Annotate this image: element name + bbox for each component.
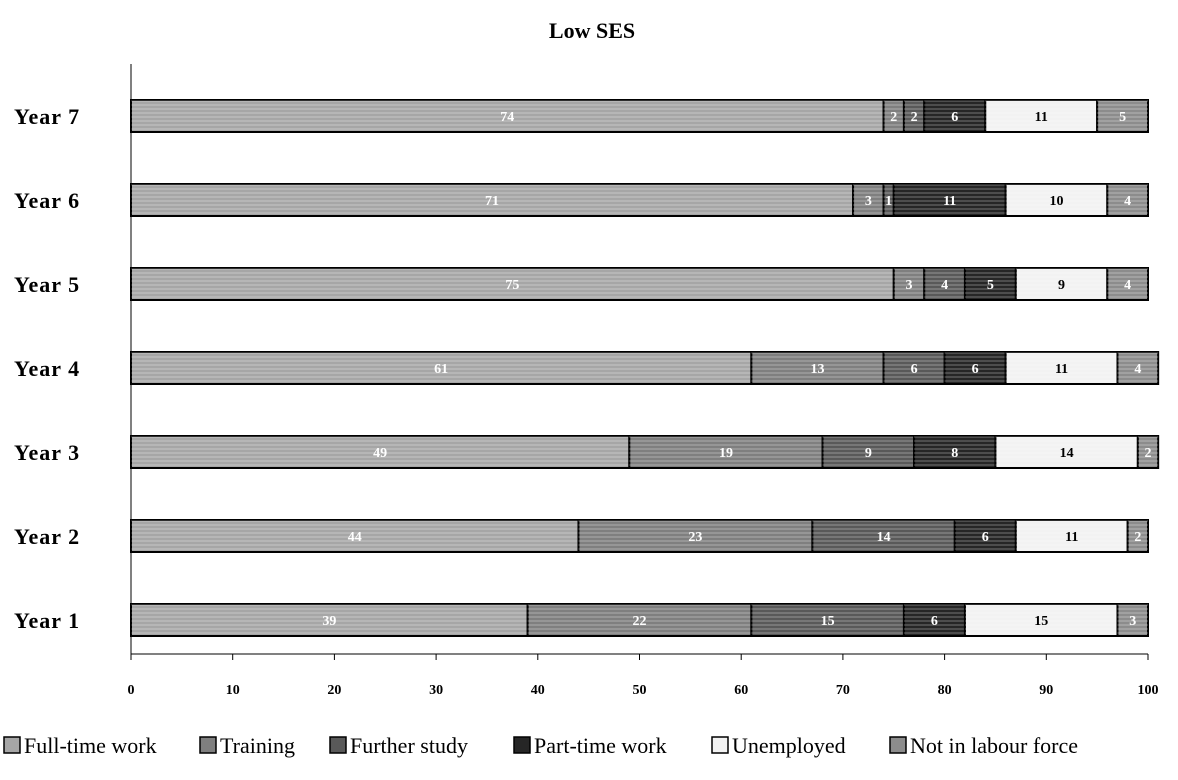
data-label-year-3-part-time-work: 8 [951, 446, 958, 461]
data-label-year-4-training: 13 [810, 362, 824, 377]
data-label-year-5-further-study: 4 [941, 278, 948, 293]
data-label-year-2-training: 23 [688, 530, 702, 545]
category-label-year-3: Year 3 [14, 440, 80, 465]
x-tick-label-60: 60 [734, 683, 748, 698]
data-label-year-2-further-study: 14 [877, 530, 891, 545]
legend-label-unemployed: Unemployed [732, 733, 846, 758]
legend-swatch-training [199, 736, 217, 754]
data-label-year-3-full-time-work: 49 [373, 446, 387, 461]
category-labels: Year 7 Year 6 Year 5 Year 4 Year 3 Year 2 Year… [14, 104, 80, 633]
legend-swatch-part-time-work [513, 736, 531, 754]
legend-label-training: Training [220, 733, 295, 758]
data-label-year-2-part-time-work: 6 [982, 530, 989, 545]
x-tick-label-70: 70 [836, 683, 850, 698]
data-label-year-1-not-in-labour-force: 3 [1129, 614, 1136, 629]
data-label-year-6-full-time-work: 71 [485, 194, 499, 209]
legend-item-further-study: Further study [329, 733, 468, 758]
x-axis: 0 10 20 30 40 50 60 70 80 90 100 [128, 64, 1159, 698]
data-label-year-1-training: 22 [633, 614, 647, 629]
category-label-year-6: Year 6 [14, 188, 80, 213]
data-label-year-6-training: 3 [865, 194, 872, 209]
legend: Full-time work Training Further study Part-… [3, 733, 1078, 758]
legend-label-not-in-labour-force: Not in labour force [910, 733, 1078, 758]
data-label-year-2-unemployed: 11 [1065, 530, 1078, 545]
data-label-year-5-unemployed: 9 [1058, 278, 1065, 293]
legend-item-not-in-labour-force: Not in labour force [889, 733, 1078, 758]
x-tick-label-50: 50 [633, 683, 647, 698]
data-label-year-5-full-time-work: 75 [505, 278, 519, 293]
category-label-year-1: Year 1 [14, 608, 80, 633]
category-label-year-7: Year 7 [14, 104, 80, 129]
data-label-year-1-full-time-work: 39 [322, 614, 336, 629]
legend-label-full-time-work: Full-time work [24, 733, 157, 758]
category-label-year-4: Year 4 [14, 356, 80, 381]
data-label-year-4-not-in-labour-force: 4 [1134, 362, 1141, 377]
legend-swatch-unemployed [711, 736, 729, 754]
data-label-year-6-part-time-work: 11 [943, 194, 956, 209]
x-tick-label-40: 40 [531, 683, 545, 698]
data-label-year-6-further-study: 1 [885, 194, 892, 209]
bars-layer: 74 2 2 6 11 571 3 1 11 10 475 3 4 5 9 461 13 6 6 11 449 19 9 8 1… [130, 99, 1160, 637]
legend-label-part-time-work: Part-time work [534, 733, 667, 758]
data-label-year-5-part-time-work: 5 [987, 278, 994, 293]
legend-item-training: Training [199, 733, 295, 758]
data-label-year-2-full-time-work: 44 [348, 530, 362, 545]
data-label-year-3-training: 19 [719, 446, 733, 461]
category-label-year-5: Year 5 [14, 272, 80, 297]
legend-swatch-further-study [329, 736, 347, 754]
data-label-year-7-part-time-work: 6 [951, 110, 958, 125]
data-label-year-4-full-time-work: 61 [434, 362, 448, 377]
data-label-year-1-part-time-work: 6 [931, 614, 938, 629]
data-label-year-1-unemployed: 15 [1034, 614, 1048, 629]
x-tick-label-80: 80 [938, 683, 952, 698]
x-tick-label-90: 90 [1039, 683, 1053, 698]
data-label-year-5-training: 3 [906, 278, 913, 293]
data-label-year-4-further-study: 6 [911, 362, 918, 377]
data-label-year-5-not-in-labour-force: 4 [1124, 278, 1131, 293]
x-tick-label-10: 10 [226, 683, 240, 698]
data-label-year-1-further-study: 15 [821, 614, 835, 629]
data-label-year-7-further-study: 2 [911, 110, 918, 125]
chart-title: Low SES [549, 18, 635, 43]
x-tick-label-0: 0 [128, 683, 135, 698]
data-label-year-6-unemployed: 10 [1049, 194, 1063, 209]
data-label-year-7-training: 2 [890, 110, 897, 125]
data-label-year-7-not-in-labour-force: 5 [1119, 110, 1126, 125]
legend-item-full-time-work: Full-time work [3, 733, 157, 758]
x-tick-label-30: 30 [429, 683, 443, 698]
data-label-year-3-further-study: 9 [865, 446, 872, 461]
data-label-year-3-not-in-labour-force: 2 [1145, 446, 1152, 461]
legend-label-further-study: Further study [350, 733, 468, 758]
data-label-year-2-not-in-labour-force: 2 [1134, 530, 1141, 545]
data-label-year-4-unemployed: 11 [1055, 362, 1068, 377]
x-tick-label-20: 20 [327, 683, 341, 698]
legend-swatch-full-time-work [3, 736, 21, 754]
legend-item-part-time-work: Part-time work [513, 733, 667, 758]
legend-swatch-not-in-labour-force [889, 736, 907, 754]
data-label-year-7-full-time-work: 74 [500, 110, 514, 125]
x-tick-label-100: 100 [1138, 683, 1159, 698]
legend-item-unemployed: Unemployed [711, 733, 846, 758]
data-label-year-6-not-in-labour-force: 4 [1124, 194, 1131, 209]
data-label-year-7-unemployed: 11 [1035, 110, 1048, 125]
data-label-year-4-part-time-work: 6 [972, 362, 979, 377]
data-label-year-3-unemployed: 14 [1060, 446, 1074, 461]
category-label-year-2: Year 2 [14, 524, 80, 549]
